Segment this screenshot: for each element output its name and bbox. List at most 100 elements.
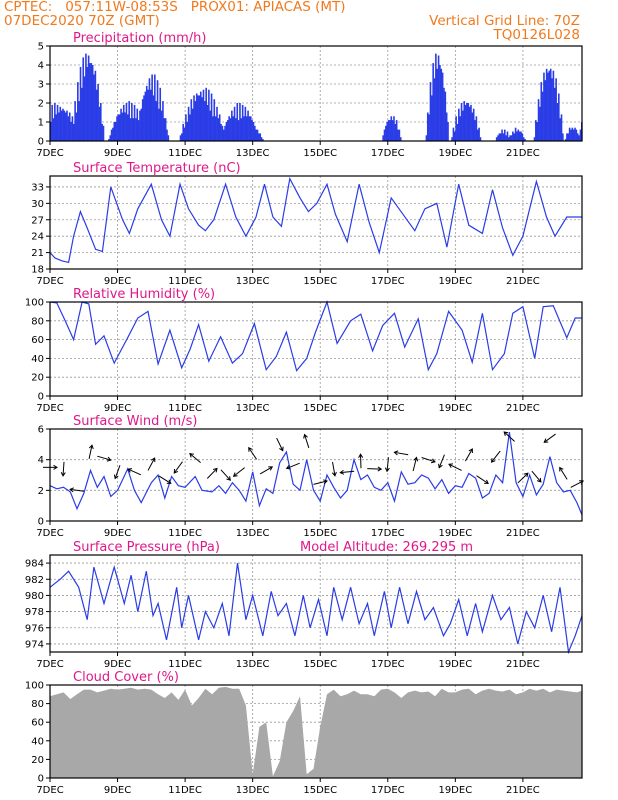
x-tick-label: 7DEC	[36, 785, 63, 796]
precip-bar	[78, 101, 80, 141]
wind-arrow	[531, 470, 542, 483]
precip-bar	[262, 139, 264, 141]
precip-bar	[204, 101, 206, 141]
precip-bar	[258, 133, 260, 141]
wind-arrow-head	[503, 431, 509, 436]
wind-arrow-head	[331, 471, 337, 477]
header-station-line: CPTEC: 057:11W-08:53S PROX01: APIACAS (M…	[4, 0, 346, 15]
precip-bar	[398, 129, 401, 141]
precip-bar	[570, 129, 572, 141]
precip-bar	[252, 122, 255, 141]
precip-bar	[256, 129, 259, 141]
x-tick-label: 19DEC	[438, 528, 472, 539]
precip-bar	[501, 129, 503, 141]
precip-bar	[399, 137, 402, 141]
precip-bar	[387, 120, 390, 141]
precip-bar	[193, 95, 195, 141]
precip-bar	[508, 137, 510, 141]
x-tick-label: 21DEC	[506, 148, 540, 159]
y-tick-label: 60	[31, 335, 44, 346]
precip-bar	[578, 135, 580, 141]
y-tick-label: 40	[31, 354, 44, 365]
precip-bar	[133, 104, 136, 141]
precip-bar	[474, 120, 476, 141]
precip-bar	[62, 108, 64, 141]
precip-bar	[224, 125, 226, 141]
precip-bar	[518, 131, 521, 141]
precip-bar	[140, 108, 143, 141]
y-tick-label: 0	[38, 392, 44, 403]
panel-title: Surface Wind (m/s)	[73, 414, 197, 429]
precip-bar	[129, 118, 132, 141]
precip-bar	[55, 114, 58, 141]
wind-arrow	[313, 480, 328, 485]
y-tick-label: 18	[31, 265, 44, 276]
precip-bar	[164, 118, 167, 141]
y-tick-label: 984	[25, 559, 44, 570]
precip-bar	[226, 120, 229, 141]
precip-bar	[395, 120, 398, 141]
wind-arrow-head	[173, 468, 179, 474]
wind-arrow	[421, 457, 436, 463]
wind-arrow-head	[448, 463, 454, 468]
wind-arrow-head	[358, 453, 364, 458]
precip-bar	[205, 87, 207, 141]
precip-bar	[90, 63, 93, 141]
wind-arrow	[158, 475, 172, 484]
precip-bar	[163, 118, 166, 141]
x-tick-label: 9DEC	[104, 528, 131, 539]
precip-bar	[79, 66, 82, 141]
series-line	[49, 563, 583, 655]
precip-bar	[236, 103, 239, 141]
precip-bar	[225, 122, 228, 141]
precip-bar	[229, 118, 232, 141]
precip-bar	[232, 116, 234, 141]
precip-bar	[56, 104, 59, 141]
cloud-cover-area	[50, 686, 582, 778]
precip-bar	[158, 108, 160, 141]
x-tick-label: 15DEC	[303, 403, 337, 414]
header-date-line: 07DEC2020 70Z (GMT)	[4, 13, 160, 29]
wind-arrow	[220, 469, 231, 481]
precip-bar	[141, 99, 144, 141]
precip-bar	[216, 106, 218, 141]
precip-bar	[185, 114, 187, 141]
x-tick-label: 21DEC	[506, 276, 540, 287]
precip-bar	[520, 131, 522, 141]
y-tick-label: 1	[38, 118, 44, 129]
x-tick-label: 21DEC	[506, 403, 540, 414]
y-tick-label: 6	[38, 425, 44, 436]
y-tick-label: 80	[31, 316, 44, 327]
precip-bar	[472, 108, 475, 141]
precip-bar	[386, 122, 389, 141]
x-tick-label: 19DEC	[438, 403, 472, 414]
precip-bar	[444, 91, 447, 141]
precip-bar	[198, 95, 201, 141]
wind-arrow-head	[536, 477, 542, 483]
precip-bar	[254, 125, 256, 141]
panel-frame	[49, 45, 583, 142]
wind-arrow	[233, 467, 245, 477]
precip-bar	[167, 135, 170, 141]
wind-arrow-head	[413, 456, 419, 462]
precip-bar	[148, 78, 151, 141]
wind-arrow-head	[523, 472, 529, 478]
precip-bar	[189, 114, 191, 141]
precip-bar	[459, 116, 461, 141]
precip-bar	[545, 68, 548, 141]
precip-bar	[64, 112, 67, 141]
series-line	[49, 176, 582, 264]
wind-arrow	[286, 462, 300, 469]
y-tick-label: 24	[31, 232, 44, 243]
y-tick-label: 4	[38, 455, 44, 466]
precip-bar	[383, 129, 386, 141]
precip-bar	[249, 116, 252, 141]
precip-bar	[54, 103, 56, 141]
precip-bar	[452, 127, 455, 141]
precip-bar	[502, 133, 505, 141]
x-tick-label: 13DEC	[236, 528, 270, 539]
precip-bar	[67, 116, 70, 141]
precip-bar	[108, 139, 110, 141]
precip-bar	[499, 133, 502, 141]
wind-arrow-head	[430, 458, 436, 464]
